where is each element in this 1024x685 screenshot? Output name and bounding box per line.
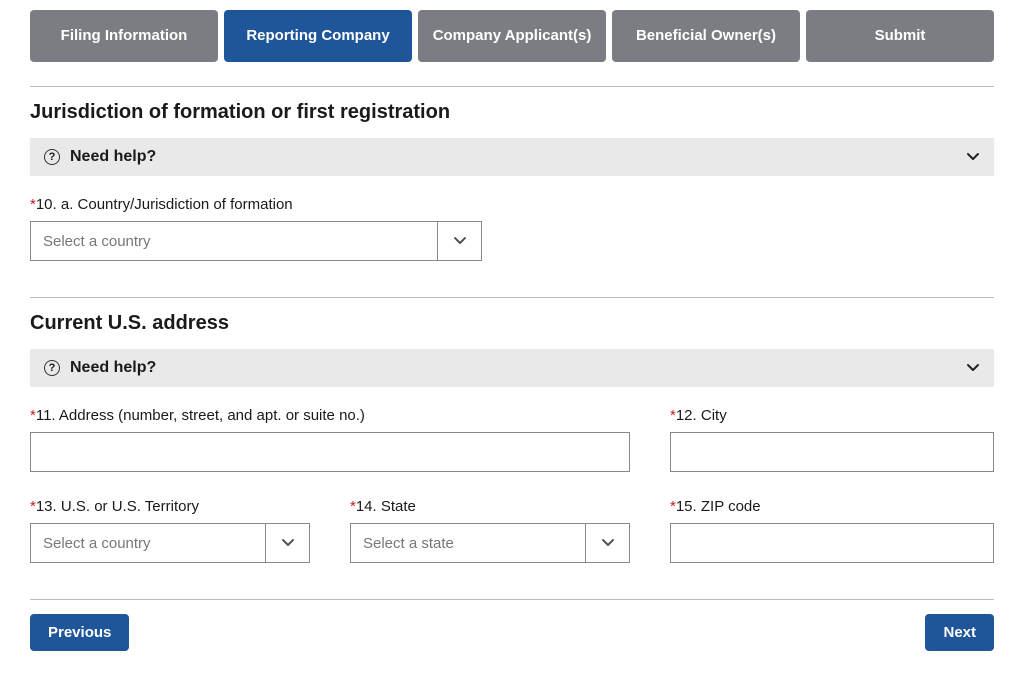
section-title-address: Current U.S. address	[30, 312, 994, 335]
chevron-down-icon	[437, 222, 481, 260]
input-zip[interactable]	[670, 523, 994, 563]
help-panel-jurisdiction[interactable]: ? Need help?	[30, 138, 994, 176]
footer-divider	[30, 599, 994, 600]
chevron-down-icon	[966, 150, 980, 164]
section-divider	[30, 86, 994, 87]
help-label: Need help?	[70, 148, 966, 166]
select-placeholder: Select a country	[31, 535, 265, 552]
chevron-down-icon	[585, 524, 629, 562]
input-city[interactable]	[670, 432, 994, 472]
help-label: Need help?	[70, 359, 966, 377]
section-title-jurisdiction: Jurisdiction of formation or first regis…	[30, 101, 994, 124]
label-city: *12. City	[670, 407, 994, 424]
tab-submit[interactable]: Submit	[806, 10, 994, 62]
tab-bar: Filing Information Reporting Company Com…	[30, 10, 994, 62]
next-button[interactable]: Next	[925, 614, 994, 651]
select-country-jurisdiction[interactable]: Select a country	[30, 221, 482, 261]
help-panel-address[interactable]: ? Need help?	[30, 349, 994, 387]
tab-reporting-company[interactable]: Reporting Company	[224, 10, 412, 62]
label-country-jurisdiction: *10. a. Country/Jurisdiction of formatio…	[30, 196, 482, 213]
tab-company-applicants[interactable]: Company Applicant(s)	[418, 10, 606, 62]
label-zip: *15. ZIP code	[670, 498, 994, 515]
label-territory: *13. U.S. or U.S. Territory	[30, 498, 310, 515]
help-icon: ?	[44, 360, 60, 376]
input-address[interactable]	[30, 432, 630, 472]
chevron-down-icon	[265, 524, 309, 562]
tab-beneficial-owners[interactable]: Beneficial Owner(s)	[612, 10, 800, 62]
select-state[interactable]: Select a state	[350, 523, 630, 563]
select-placeholder: Select a state	[351, 535, 585, 552]
select-placeholder: Select a country	[31, 233, 437, 250]
footer-nav: Previous Next	[30, 614, 994, 651]
section-divider	[30, 297, 994, 298]
chevron-down-icon	[966, 361, 980, 375]
previous-button[interactable]: Previous	[30, 614, 129, 651]
label-address: *11. Address (number, street, and apt. o…	[30, 407, 630, 424]
label-state: *14. State	[350, 498, 630, 515]
select-territory[interactable]: Select a country	[30, 523, 310, 563]
help-icon: ?	[44, 149, 60, 165]
tab-filing-information[interactable]: Filing Information	[30, 10, 218, 62]
